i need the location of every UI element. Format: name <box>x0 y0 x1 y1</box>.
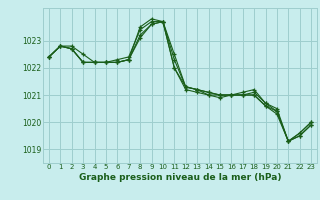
X-axis label: Graphe pression niveau de la mer (hPa): Graphe pression niveau de la mer (hPa) <box>79 173 281 182</box>
